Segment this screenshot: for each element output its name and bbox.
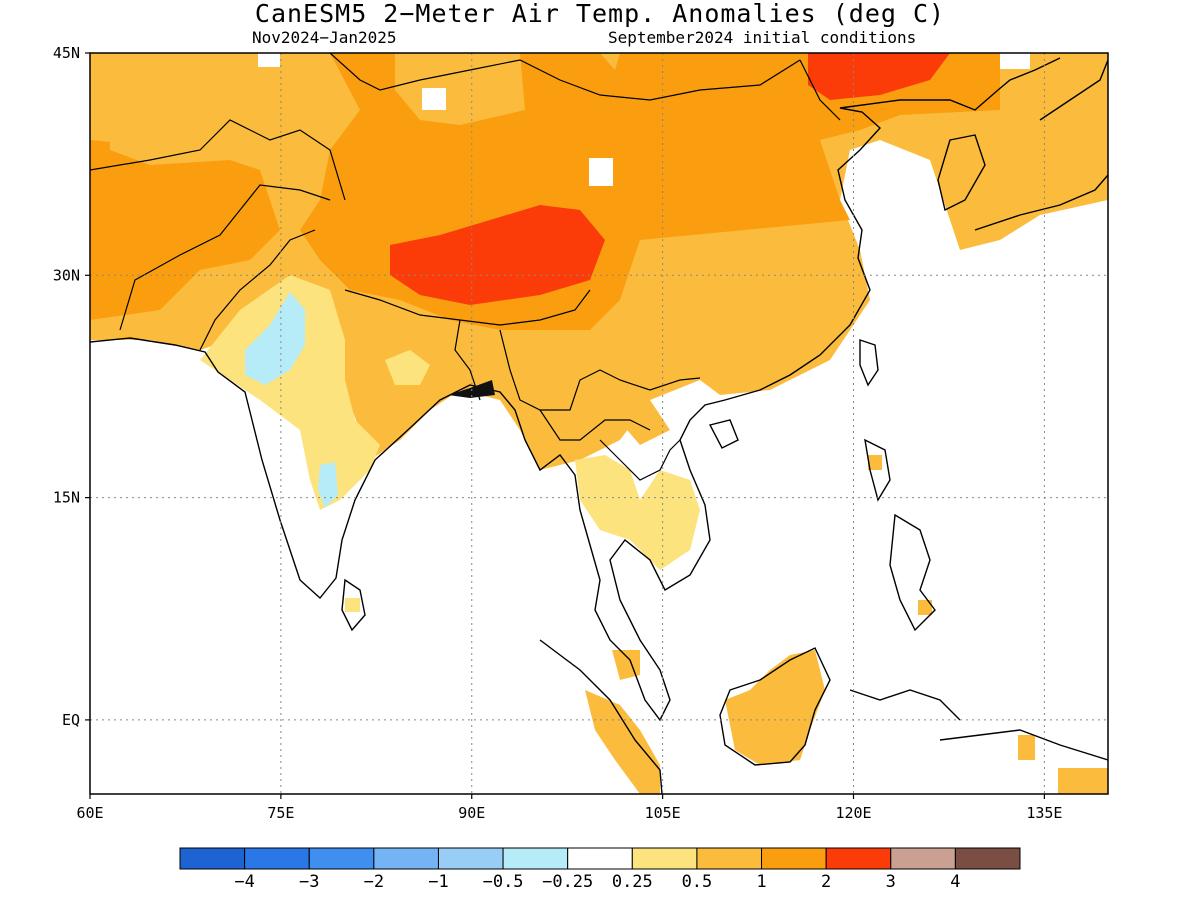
forecast-period: Nov2024−Jan2025 — [252, 28, 397, 47]
anomaly-region-1to2 — [600, 53, 620, 70]
lon-tick-label: 75E — [267, 804, 294, 822]
lat-tick-label: 15N — [53, 489, 80, 507]
lat-tick-label: 30N — [53, 266, 80, 284]
lon-tick-label: 60E — [76, 804, 103, 822]
anomaly-region-0.25to0.5-cool — [245, 292, 305, 385]
anomaly-region-1to2 — [725, 650, 825, 765]
colorbar-swatch — [825, 847, 892, 870]
anomaly-region-3to4 — [808, 53, 950, 100]
map-title: CanESM5 2−Meter Air Temp. Anomalies (deg… — [254, 0, 946, 28]
anomaly-region-2to3 — [90, 140, 280, 320]
lat-tick-label: 45N — [53, 44, 80, 62]
no-data-cell — [422, 88, 446, 110]
lon-tick-label: 105E — [645, 804, 681, 822]
lon-tick-label: 90E — [458, 804, 485, 822]
anomaly-region-0.5to1 — [385, 350, 430, 385]
anomaly-region-1to2 — [612, 650, 640, 680]
anomaly-region-1to2 — [868, 455, 882, 470]
colorbar-label: 4 — [950, 872, 960, 892]
initial-conditions: September2024 initial conditions — [608, 28, 917, 47]
anomaly-shading — [90, 53, 1108, 794]
anomaly-region-0.25to0.5-cool — [318, 462, 338, 508]
longitude-axis: 60E 75E 90E 105E 120E 135E — [76, 794, 1062, 822]
colorbar-label: 2 — [821, 872, 831, 892]
no-data-cell — [589, 158, 613, 186]
colorbar-label: −1 — [428, 872, 448, 892]
coastlines — [90, 57, 1108, 794]
colorbar-swatch — [373, 847, 439, 870]
colorbar-label: 3 — [886, 872, 896, 892]
anomaly-region-0.5to1 — [200, 275, 380, 510]
anomaly-region-1to2 — [1018, 735, 1035, 760]
gridlines — [90, 53, 1108, 794]
anomaly-region-1to2 — [585, 690, 660, 794]
colorbar-swatch — [437, 847, 504, 870]
anomaly-region-1to2 — [110, 95, 280, 165]
colorbar-label: 1 — [756, 872, 766, 892]
anomaly-region-0.5to1 — [345, 598, 360, 612]
latitude-axis: 45N 30N 15N EQ — [53, 44, 90, 729]
colorbar-swatch — [631, 847, 698, 870]
colorbar-swatch — [502, 847, 569, 870]
colorbar-label: −0.5 — [483, 872, 524, 892]
lat-tick-label: EQ — [62, 711, 80, 729]
colorbar-swatch — [567, 847, 633, 870]
colorbar-swatch — [890, 847, 956, 870]
anomaly-region-1to2 — [945, 160, 970, 195]
colorbar-label: 0.5 — [682, 872, 713, 892]
colorbar-swatch — [954, 847, 1021, 870]
colorbar: −4 −3 −2 −1 −0.5 −0.25 0.25 0.5 1 2 3 4 — [179, 847, 1021, 892]
anomaly-region-1to2 — [1070, 155, 1108, 200]
lon-tick-label: 120E — [835, 804, 871, 822]
lon-tick-label: 135E — [1026, 804, 1062, 822]
anomaly-region-1to2 — [610, 400, 670, 445]
colorbar-label: 0.25 — [612, 872, 653, 892]
colorbar-label: −0.25 — [542, 872, 593, 892]
no-data-cell — [258, 53, 280, 67]
no-data-cell — [1000, 53, 1030, 69]
anomaly-region-3to4 — [390, 205, 605, 305]
colorbar-label: −2 — [364, 872, 384, 892]
colorbar-swatch — [179, 847, 246, 870]
anomaly-region-1to2 — [1058, 768, 1108, 794]
colorbar-swatch — [761, 847, 827, 870]
colorbar-swatch — [244, 847, 310, 870]
colorbar-swatch — [696, 847, 763, 870]
colorbar-label: −3 — [299, 872, 319, 892]
colorbar-label: −4 — [234, 872, 254, 892]
colorbar-swatch — [308, 847, 375, 870]
country-borders — [90, 53, 841, 481]
map-frame — [89, 52, 1109, 795]
anomaly-region-1to2 — [918, 600, 932, 615]
anomaly-region-0.5to1 — [575, 455, 700, 570]
